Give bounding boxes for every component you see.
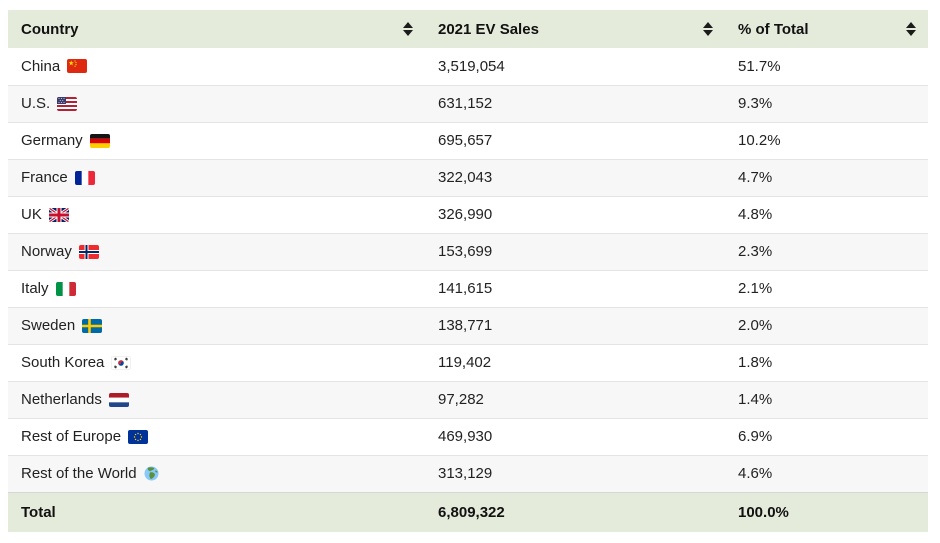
pct-cell: 4.7%	[725, 158, 928, 196]
country-label: Rest of the World	[21, 465, 137, 482]
pct-cell: 4.6%	[725, 454, 928, 492]
country-cell: France	[8, 158, 425, 196]
country-cell: UK	[8, 195, 425, 233]
table-header: Country 2021 EV Sales % of Total	[8, 10, 928, 48]
flag-uk-icon	[48, 207, 69, 222]
country-label: Rest of Europe	[21, 428, 122, 445]
table-row: Germany 695,657 10.2%	[8, 121, 928, 159]
column-header-pct[interactable]: % of Total	[725, 10, 928, 48]
pct-cell: 10.2%	[725, 121, 928, 159]
sales-cell: 141,615	[425, 269, 725, 307]
country-cell: Netherlands	[8, 380, 425, 418]
flag-us-icon	[57, 96, 78, 111]
table-body: China 3,519,054 51.7% U.S. 631,152 9.	[8, 48, 928, 492]
flag-france-icon	[74, 170, 95, 185]
flag-italy-icon	[55, 281, 76, 296]
pct-cell: 51.7%	[725, 48, 928, 85]
country-label: South Korea	[21, 354, 105, 371]
table-row: UK 326,990 4.8%	[8, 195, 928, 233]
country-cell: Rest of Europe	[8, 417, 425, 455]
sales-cell: 97,282	[425, 380, 725, 418]
country-label: Norway	[21, 243, 72, 260]
country-cell: Italy	[8, 269, 425, 307]
pct-cell: 6.9%	[725, 417, 928, 455]
sales-cell: 695,657	[425, 121, 725, 159]
table-footer: Total 6,809,322 100.0%	[8, 491, 928, 532]
column-header-sales-label: 2021 EV Sales	[438, 20, 539, 38]
table-row: Norway 153,699 2.3%	[8, 232, 928, 270]
country-label: UK	[21, 206, 42, 223]
table-row: Italy 141,615 2.1%	[8, 269, 928, 307]
pct-cell: 1.4%	[725, 380, 928, 418]
total-row: Total 6,809,322 100.0%	[8, 491, 928, 532]
country-cell: China	[8, 48, 425, 85]
country-label: France	[21, 169, 68, 186]
table-row: South Korea 119,402 1.8%	[8, 343, 928, 381]
sales-cell: 138,771	[425, 306, 725, 344]
country-cell: Norway	[8, 232, 425, 270]
total-label-cell: Total	[8, 491, 425, 532]
ev-sales-table-container: Country 2021 EV Sales % of Total	[8, 10, 928, 532]
country-label: Sweden	[21, 317, 76, 334]
sales-cell: 469,930	[425, 417, 725, 455]
sales-cell: 3,519,054	[425, 48, 725, 85]
flag-germany-icon	[89, 133, 110, 148]
sales-cell: 322,043	[425, 158, 725, 196]
country-label: U.S.	[21, 95, 51, 112]
country-cell: South Korea	[8, 343, 425, 381]
table-row: U.S. 631,152 9.3%	[8, 84, 928, 122]
pct-cell: 2.1%	[725, 269, 928, 307]
sort-updown-icon[interactable]	[403, 22, 413, 36]
table-row: France 322,043 4.7%	[8, 158, 928, 196]
flag-eu-icon	[128, 429, 149, 444]
country-cell: Rest of the World	[8, 454, 425, 492]
total-sales-cell: 6,809,322	[425, 491, 725, 532]
pct-cell: 4.8%	[725, 195, 928, 233]
country-label: Italy	[21, 280, 49, 297]
sort-updown-icon[interactable]	[703, 22, 713, 36]
pct-cell: 1.8%	[725, 343, 928, 381]
table-row: Netherlands 97,282 1.4%	[8, 380, 928, 418]
sales-cell: 119,402	[425, 343, 725, 381]
column-header-country-label: Country	[21, 20, 79, 38]
flag-norway-icon	[78, 244, 99, 259]
sales-cell: 631,152	[425, 84, 725, 122]
flag-netherlands-icon	[108, 392, 129, 407]
pct-cell: 2.0%	[725, 306, 928, 344]
column-header-pct-label: % of Total	[738, 20, 809, 38]
pct-cell: 9.3%	[725, 84, 928, 122]
sales-cell: 326,990	[425, 195, 725, 233]
flag-china-icon	[67, 59, 88, 74]
flag-south-korea-icon	[111, 355, 132, 370]
country-label: Germany	[21, 132, 83, 149]
pct-cell: 2.3%	[725, 232, 928, 270]
country-cell: Sweden	[8, 306, 425, 344]
ev-sales-table: Country 2021 EV Sales % of Total	[8, 10, 928, 532]
country-label: Netherlands	[21, 391, 102, 408]
header-row: Country 2021 EV Sales % of Total	[8, 10, 928, 48]
column-header-sales[interactable]: 2021 EV Sales	[425, 10, 725, 48]
country-cell: U.S.	[8, 84, 425, 122]
globe-icon	[144, 466, 159, 481]
table-row: Sweden 138,771 2.0%	[8, 306, 928, 344]
table-row: Rest of the World 313,129 4.6%	[8, 454, 928, 492]
sort-updown-icon[interactable]	[906, 22, 916, 36]
country-label: China	[21, 57, 61, 75]
flag-sweden-icon	[82, 318, 103, 333]
sales-cell: 313,129	[425, 454, 725, 492]
table-row: China 3,519,054 51.7%	[8, 48, 928, 85]
sales-cell: 153,699	[425, 232, 725, 270]
country-cell: Germany	[8, 121, 425, 159]
column-header-country[interactable]: Country	[8, 10, 425, 48]
total-pct-cell: 100.0%	[725, 491, 928, 532]
table-row: Rest of Europe 469,930 6.9%	[8, 417, 928, 455]
